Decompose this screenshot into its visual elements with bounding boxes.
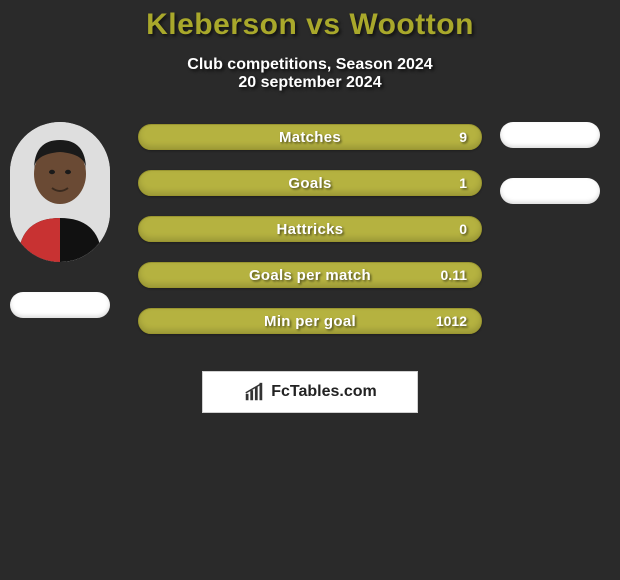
flag-pill xyxy=(500,178,600,204)
stat-bars: Matches 9 Goals 1 Hattricks 0 Goals per … xyxy=(138,124,482,334)
brand-box: FcTables.com xyxy=(202,371,418,413)
date: 20 september 2024 xyxy=(0,74,620,92)
avatar-image xyxy=(10,122,110,262)
stat-label: Hattricks xyxy=(277,221,344,238)
player-right-column xyxy=(490,122,610,204)
stat-bar: Min per goal 1012 xyxy=(138,308,482,334)
stat-label: Goals per match xyxy=(249,267,371,284)
stat-bar: Goals per match 0.11 xyxy=(138,262,482,288)
barchart-icon xyxy=(243,381,265,403)
stat-value: 0 xyxy=(459,221,467,237)
flag-pill xyxy=(10,292,110,318)
player-left-column xyxy=(0,122,120,318)
stat-bar: Hattricks 0 xyxy=(138,216,482,242)
stat-label: Min per goal xyxy=(264,313,356,330)
stat-bar: Goals 1 xyxy=(138,170,482,196)
flag-pill xyxy=(500,122,600,148)
avatar xyxy=(10,122,110,262)
stat-label: Goals xyxy=(288,175,331,192)
brand-wrap: FcTables.com 20 september 2024 xyxy=(0,0,620,92)
stat-label: Matches xyxy=(279,129,341,146)
stat-value: 1 xyxy=(459,175,467,191)
stat-bar: Matches 9 xyxy=(138,124,482,150)
infographic: Kleberson vs Wootton Club competitions, … xyxy=(0,0,620,580)
stat-value: 0.11 xyxy=(441,267,467,283)
brand-text: FcTables.com xyxy=(271,383,377,401)
stat-value: 9 xyxy=(459,129,467,145)
stat-value: 1012 xyxy=(436,313,467,329)
